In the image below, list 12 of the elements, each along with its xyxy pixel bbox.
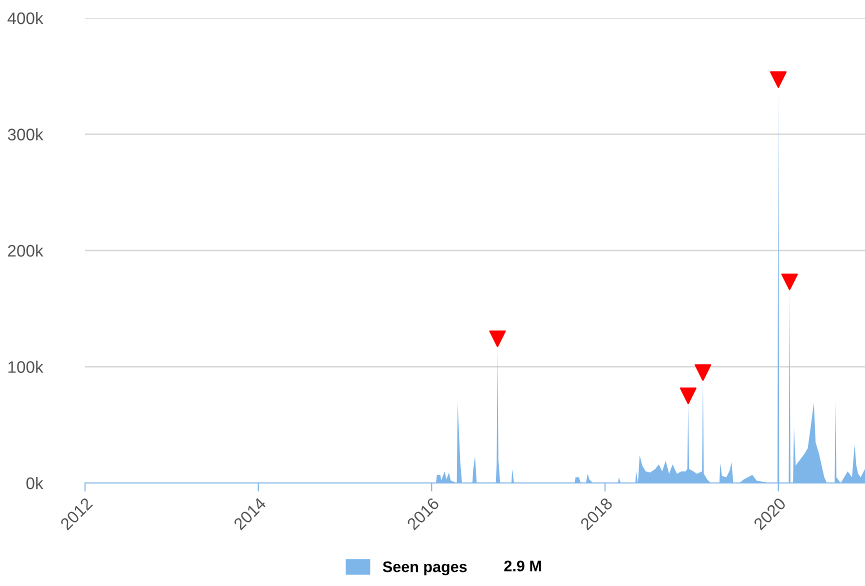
y-tick-label: 0k	[26, 476, 44, 490]
text: 2.9 M	[504, 560, 541, 572]
y-tick-label: 300k	[8, 128, 44, 140]
point	[680, 388, 696, 404]
y-tick-label: 200k	[8, 244, 44, 257]
point	[770, 71, 787, 88]
y-tick-label: 100k	[8, 360, 44, 373]
point	[781, 274, 798, 290]
y-tick-label: 400k	[8, 12, 44, 24]
point	[489, 330, 506, 348]
point	[694, 364, 712, 381]
legend-label: Seen pages	[382, 561, 467, 576]
